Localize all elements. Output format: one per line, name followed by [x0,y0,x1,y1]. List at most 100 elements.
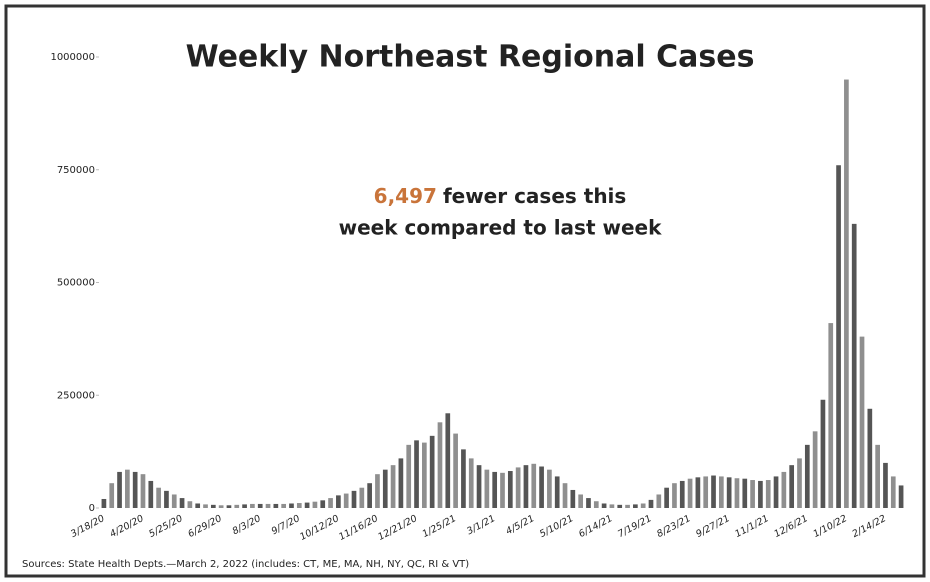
bar [171,494,177,508]
bar [257,503,263,508]
bar [797,458,802,508]
bar [507,471,513,508]
bar [726,477,732,508]
bar [148,480,154,508]
bar [625,504,630,508]
bar [437,422,443,508]
bar [898,485,904,508]
bar [476,465,482,508]
bar [593,501,599,508]
bar [164,490,169,508]
bar [640,503,646,508]
bar [648,499,654,508]
bar [742,478,748,508]
bar [367,483,372,508]
bar [242,504,247,508]
bar [140,474,146,508]
bar [343,493,349,508]
bar [711,475,716,508]
y-tick-label: 750000 [57,165,95,176]
bar [414,440,419,508]
bar [851,223,857,508]
bar [664,487,669,508]
annotation: 6,497 fewer cases this [374,184,627,208]
y-tick-label: 1000000 [50,52,95,63]
bar [875,444,880,508]
bar [765,480,771,508]
bar [687,478,693,508]
source: Sources: State Health Depts.—March 2, 20… [22,559,469,570]
bar [758,480,763,508]
bar [226,505,232,508]
bar [734,478,740,508]
bar [273,503,279,508]
annotation-highlight: 6,497 [374,184,437,208]
bar [445,413,451,508]
chart-title: Weekly Northeast Regional Cases [186,40,755,75]
bar [601,503,607,508]
bar [429,435,435,508]
bar [320,500,326,508]
bar [187,501,193,508]
bar [695,477,701,508]
bar [210,504,216,508]
bar [117,471,122,508]
bar [296,503,302,508]
bar [125,469,130,508]
bar [195,503,201,508]
bar [570,489,576,508]
bar [859,336,865,508]
bar [547,469,552,508]
bar [562,483,568,508]
bar [390,465,396,508]
bar [867,408,873,508]
bar [132,471,138,508]
bar [101,498,107,508]
bar [515,467,521,508]
annotation-line: fewer cases this [443,184,626,208]
bar [492,471,498,508]
bar [531,463,537,508]
bar [375,474,380,508]
bar [328,498,333,508]
bar [289,503,294,508]
bar [281,503,287,508]
bar [382,469,388,508]
bar [750,480,755,508]
bar [453,433,458,508]
bar [679,480,685,508]
bar [398,458,404,508]
annotation-line: week compared to last week [339,216,662,240]
bar [500,472,505,508]
bar [718,476,724,508]
bar [890,476,896,508]
bar [656,494,662,508]
bar [812,431,818,508]
bar [312,501,318,508]
bar [633,504,638,508]
bar [554,476,560,508]
y-tick-label: 0 [89,503,95,514]
bar [484,469,490,508]
bar [218,505,224,508]
bar [523,465,529,508]
bar [234,504,240,508]
bar [578,494,583,508]
bar [789,465,795,508]
bar [359,487,365,508]
bar [461,449,466,508]
bar [351,490,357,508]
bar [703,476,709,508]
bar [336,495,341,508]
y-tick-label: 250000 [57,390,95,401]
bar [179,498,185,508]
bar [609,504,615,508]
bar [203,504,208,508]
bar [828,323,834,508]
bar [406,444,412,508]
bar [422,442,427,508]
bar [586,498,591,508]
bar [781,471,787,508]
bar [820,399,826,508]
